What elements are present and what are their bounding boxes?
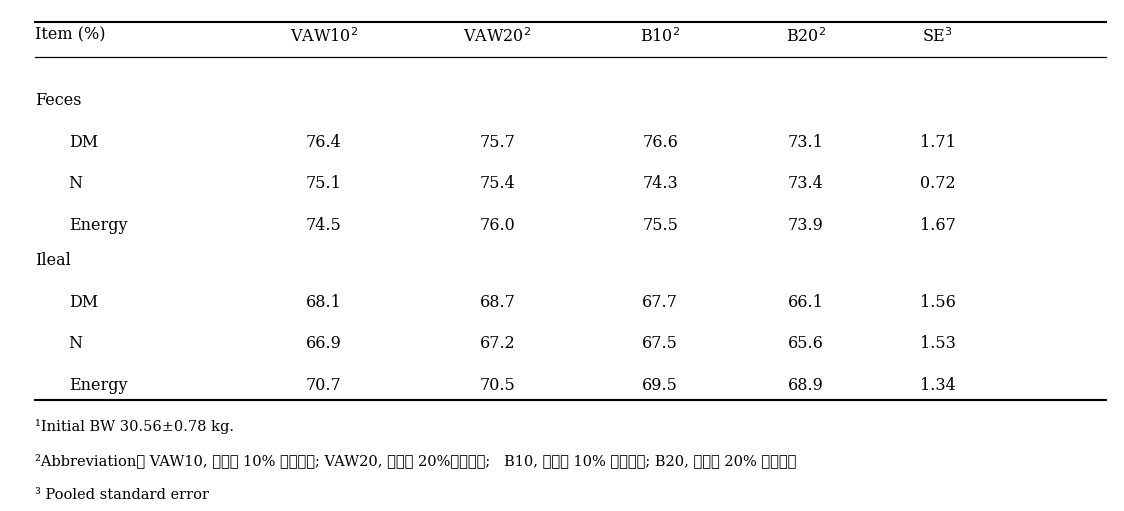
Text: 75.4: 75.4 xyxy=(480,175,516,192)
Text: Feces: Feces xyxy=(35,92,82,109)
Text: 73.1: 73.1 xyxy=(788,133,824,151)
Text: 68.1: 68.1 xyxy=(306,294,342,311)
Text: 67.5: 67.5 xyxy=(642,335,678,352)
Text: 67.2: 67.2 xyxy=(480,335,516,352)
Text: VAW20$^{2}$: VAW20$^{2}$ xyxy=(463,27,532,45)
Text: N: N xyxy=(69,175,83,192)
Text: 1.53: 1.53 xyxy=(919,335,955,352)
Text: Energy: Energy xyxy=(69,217,127,234)
Text: 74.3: 74.3 xyxy=(642,175,678,192)
Text: 70.5: 70.5 xyxy=(480,377,516,394)
Text: 76.6: 76.6 xyxy=(642,133,678,151)
Text: 76.4: 76.4 xyxy=(306,133,342,151)
Text: VAW10$^{2}$: VAW10$^{2}$ xyxy=(290,27,357,45)
Text: 66.1: 66.1 xyxy=(788,294,824,311)
Text: 1.34: 1.34 xyxy=(919,377,955,394)
Text: 1.67: 1.67 xyxy=(919,217,955,234)
Text: Ileal: Ileal xyxy=(35,252,71,269)
Text: Item (%): Item (%) xyxy=(35,27,106,44)
Text: 68.9: 68.9 xyxy=(788,377,824,394)
Text: ³ Pooled standard error: ³ Pooled standard error xyxy=(35,487,209,501)
Text: ¹Initial BW 30.56±0.78 kg.: ¹Initial BW 30.56±0.78 kg. xyxy=(35,419,234,434)
Text: 69.5: 69.5 xyxy=(642,377,678,394)
Text: N: N xyxy=(69,335,83,352)
Text: 73.9: 73.9 xyxy=(788,217,824,234)
Text: 0.72: 0.72 xyxy=(919,175,955,192)
Text: B10$^{2}$: B10$^{2}$ xyxy=(640,27,680,45)
Text: DM: DM xyxy=(69,294,98,311)
Text: 68.7: 68.7 xyxy=(480,294,516,311)
Text: Energy: Energy xyxy=(69,377,127,394)
Text: 76.0: 76.0 xyxy=(480,217,516,234)
Text: 65.6: 65.6 xyxy=(788,335,824,352)
Text: 73.4: 73.4 xyxy=(788,175,824,192)
Text: 75.1: 75.1 xyxy=(306,175,342,192)
Text: DM: DM xyxy=(69,133,98,151)
Text: 70.7: 70.7 xyxy=(306,377,342,394)
Text: 1.71: 1.71 xyxy=(919,133,955,151)
Text: 75.7: 75.7 xyxy=(480,133,516,151)
Text: 66.9: 66.9 xyxy=(306,335,342,352)
Text: 75.5: 75.5 xyxy=(642,217,678,234)
Text: 67.7: 67.7 xyxy=(642,294,678,311)
Text: SE$^{3}$: SE$^{3}$ xyxy=(922,27,953,45)
Text: ²Abbreviation： VAW10, 단보리 10% 함유사료; VAW20, 단보리 20%함유사료;   B10, 통보리 10% 함유사료; B20: ²Abbreviation： VAW10, 단보리 10% 함유사료; VAW2… xyxy=(35,453,797,468)
Text: 74.5: 74.5 xyxy=(306,217,342,234)
Text: B20$^{2}$: B20$^{2}$ xyxy=(786,27,826,45)
Text: 1.56: 1.56 xyxy=(919,294,955,311)
